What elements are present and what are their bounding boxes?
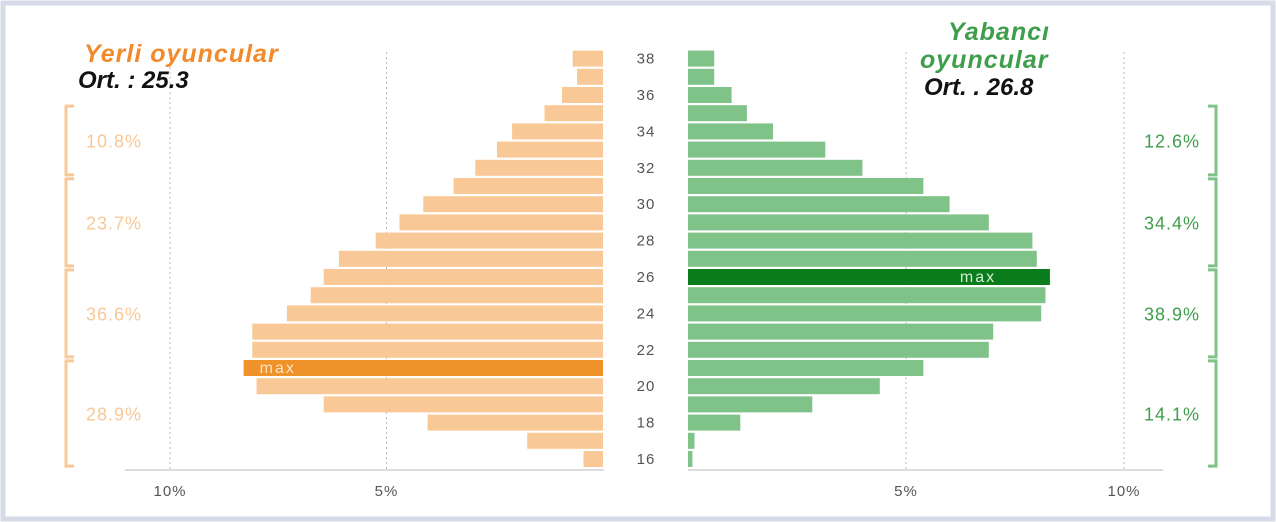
left-bar-age-17 [527,432,603,449]
right-max-label: max [960,269,996,286]
right-title-line-1: Yabancı [948,18,1050,46]
right-bracket-1 [1208,268,1218,359]
left-bar-age-33 [496,141,603,158]
left-x-tick-1: 5% [375,483,399,500]
right-bars: max [688,50,1050,467]
right-bar-age-18 [688,414,741,431]
right-bar-age-38 [688,50,715,67]
right-bar-age-33 [688,141,826,158]
right-x-tick-1: 10% [1107,483,1140,500]
left-bracket-3 [64,104,74,177]
right-bracket-0 [1208,359,1218,468]
right-average: Ort. . 26.8 [924,74,1034,101]
right-bar-age-19 [688,396,813,413]
age-label-32: 32 [637,160,656,177]
left-bar-age-27 [338,250,603,267]
left-bar-age-20 [256,378,603,395]
left-bar-age-16 [583,451,603,467]
left-bar-age-37 [577,68,603,85]
right-bar-age-28 [688,232,1033,249]
right-bar-age-36 [688,87,732,103]
right-bar-age-32 [688,159,863,176]
right-bar-age-17 [688,432,695,449]
age-label-16: 16 [637,451,656,468]
left-bars: max [243,50,604,467]
left-bar-age-28 [375,232,603,249]
age-label-30: 30 [637,196,656,213]
right-group-percent-0: 14.1% [1144,405,1200,425]
left-bar-age-34 [512,123,603,140]
left-group-percent-3: 10.8% [86,132,142,152]
left-bracket-2 [64,177,74,268]
right-x-tick-0: 5% [894,483,918,500]
left-bar-age-29 [399,214,603,231]
left-x-tick-0: 10% [153,483,186,500]
age-label-36: 36 [637,87,656,104]
left-group-percent-0: 28.9% [86,405,142,425]
right-group-percent-2: 34.4% [1144,213,1200,233]
age-label-20: 20 [637,378,656,395]
right-group-percent-3: 12.6% [1144,132,1200,152]
right-bar-age-34 [688,123,773,140]
right-bar-age-20 [688,378,880,395]
right-bar-age-24 [688,305,1042,322]
right-bar-age-35 [688,105,747,122]
group-brackets: 28.9% 36.6% 23.7% 10.8% 14.1% 38.9% 34.4% 12.6% [64,104,1218,468]
right-bar-age-25 [688,287,1046,304]
right-bar-age-31 [688,178,924,194]
age-label-28: 28 [637,233,656,250]
right-bracket-2 [1208,177,1218,268]
left-bar-age-32 [475,159,603,176]
age-label-18: 18 [637,415,656,432]
left-bar-age-19 [323,396,603,413]
age-label-38: 38 [637,51,656,68]
left-bar-age-23 [252,323,604,340]
left-bar-age-18 [427,414,603,431]
right-group-percent-1: 38.9% [1144,304,1200,324]
right-bracket-3 [1208,104,1218,177]
x-axis-tick-labels: 10% 5% 5% 10% [153,483,1140,500]
age-axis-labels: 16 18 20 22 24 26 28 30 32 34 36 38 [637,51,656,468]
left-max-label: max [260,360,296,377]
left-group-percent-2: 23.7% [86,213,142,233]
grid-lines [125,52,1163,471]
left-bar-age-21 [243,360,603,376]
left-bar-age-24 [286,305,603,322]
right-bar-age-27 [688,250,1037,267]
right-bar-age-30 [688,196,950,213]
left-title: Yerli oyuncular [84,40,279,68]
age-label-26: 26 [637,269,656,286]
age-label-22: 22 [637,342,656,359]
age-label-34: 34 [637,123,656,140]
right-bar-age-26 [688,269,1050,285]
right-bar-age-21 [688,360,924,376]
left-bar-age-22 [252,341,604,358]
right-bar-age-16 [688,451,693,467]
right-bar-age-23 [688,323,994,340]
left-bracket-0 [64,359,74,468]
left-bar-age-26 [323,269,603,285]
left-bar-age-25 [310,287,603,304]
left-average: Ort. : 25.3 [78,67,189,94]
right-bar-age-22 [688,341,989,358]
left-bar-age-31 [453,178,603,194]
right-bar-age-37 [688,68,715,85]
left-bar-age-35 [544,105,603,122]
left-bar-age-36 [561,87,603,103]
left-group-percent-1: 36.6% [86,304,142,324]
left-bar-age-38 [572,50,603,67]
age-label-24: 24 [637,305,656,322]
left-bracket-1 [64,268,74,359]
left-bar-age-30 [423,196,603,213]
right-bar-age-29 [688,214,989,231]
right-title-line-2: oyuncular [920,46,1049,74]
